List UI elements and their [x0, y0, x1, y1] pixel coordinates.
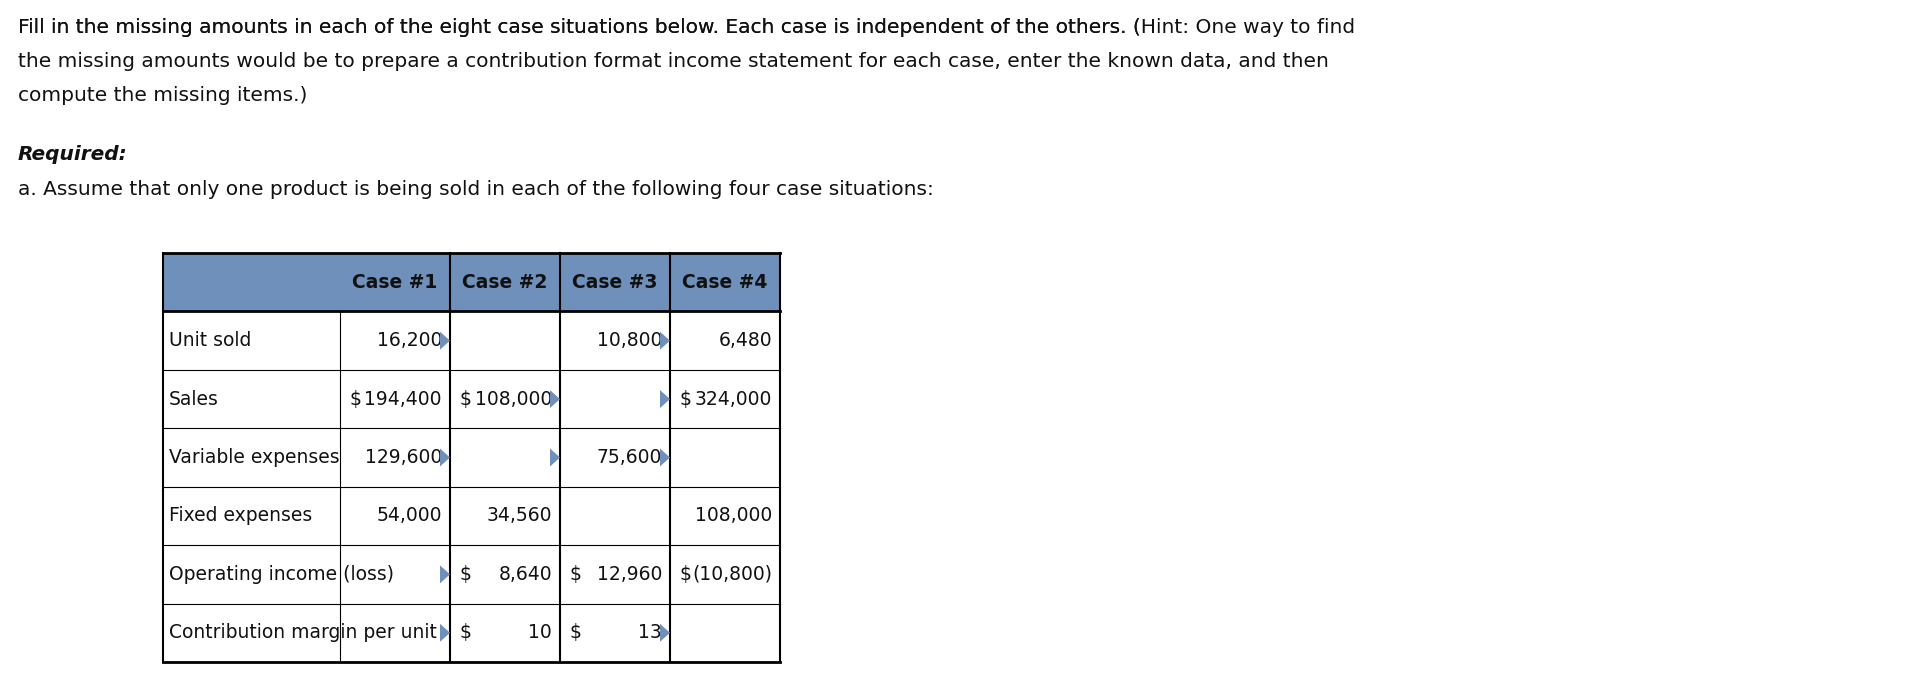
Polygon shape [660, 390, 669, 408]
Text: $: $ [460, 565, 471, 584]
Text: Operating income (loss): Operating income (loss) [169, 565, 394, 584]
Text: Case #3: Case #3 [571, 273, 658, 292]
Text: Fixed expenses: Fixed expenses [169, 506, 312, 526]
Text: Contribution margin per unit: Contribution margin per unit [169, 623, 437, 642]
Text: 108,000: 108,000 [694, 506, 771, 526]
Text: 13: 13 [638, 623, 662, 642]
Polygon shape [163, 311, 779, 370]
Text: compute the missing items.): compute the missing items.) [17, 86, 308, 105]
Text: $: $ [460, 390, 471, 408]
Text: Fill in the missing amounts in each of the eight case situations below. Each cas: Fill in the missing amounts in each of t… [17, 18, 1354, 37]
Text: Unit sold: Unit sold [169, 331, 252, 350]
Text: Fill in the missing amounts in each of the eight case situations below. Each cas: Fill in the missing amounts in each of t… [17, 18, 1144, 37]
Text: Case #2: Case #2 [462, 273, 548, 292]
Text: Variable expenses: Variable expenses [169, 448, 340, 467]
Polygon shape [440, 448, 450, 466]
Text: $: $ [350, 390, 362, 408]
Text: 6,480: 6,480 [717, 331, 771, 350]
Polygon shape [660, 332, 669, 350]
Text: 34,560: 34,560 [487, 506, 552, 526]
Text: 54,000: 54,000 [377, 506, 442, 526]
Text: $: $ [679, 390, 692, 408]
Text: $: $ [460, 623, 471, 642]
Text: $: $ [679, 565, 692, 584]
Text: (10,800): (10,800) [692, 565, 771, 584]
Text: a. Assume that only one product is being sold in each of the following four case: a. Assume that only one product is being… [17, 180, 933, 199]
Polygon shape [550, 390, 560, 408]
Polygon shape [440, 623, 450, 642]
Polygon shape [550, 448, 560, 466]
Text: 10,800: 10,800 [596, 331, 662, 350]
Text: Case #4: Case #4 [683, 273, 767, 292]
Polygon shape [440, 565, 450, 584]
Text: 8,640: 8,640 [498, 565, 552, 584]
Polygon shape [660, 448, 669, 466]
Text: Required:: Required: [17, 145, 127, 164]
Text: 129,600: 129,600 [365, 448, 442, 467]
Text: 75,600: 75,600 [596, 448, 662, 467]
Polygon shape [163, 487, 779, 545]
Text: 324,000: 324,000 [694, 390, 771, 408]
Polygon shape [163, 253, 779, 311]
Text: $: $ [569, 623, 581, 642]
Polygon shape [660, 623, 669, 642]
Polygon shape [440, 332, 450, 350]
Polygon shape [163, 370, 779, 428]
Text: 16,200: 16,200 [377, 331, 442, 350]
Text: $: $ [569, 565, 581, 584]
Polygon shape [163, 428, 779, 487]
Text: 194,400: 194,400 [363, 390, 442, 408]
Text: Sales: Sales [169, 390, 219, 408]
Text: 10: 10 [529, 623, 552, 642]
Text: 12,960: 12,960 [596, 565, 662, 584]
Polygon shape [163, 604, 779, 662]
Text: the missing amounts would be to prepare a contribution format income statement f: the missing amounts would be to prepare … [17, 52, 1329, 71]
Text: Case #1: Case #1 [352, 273, 437, 292]
Text: 108,000: 108,000 [475, 390, 552, 408]
Polygon shape [163, 545, 779, 604]
